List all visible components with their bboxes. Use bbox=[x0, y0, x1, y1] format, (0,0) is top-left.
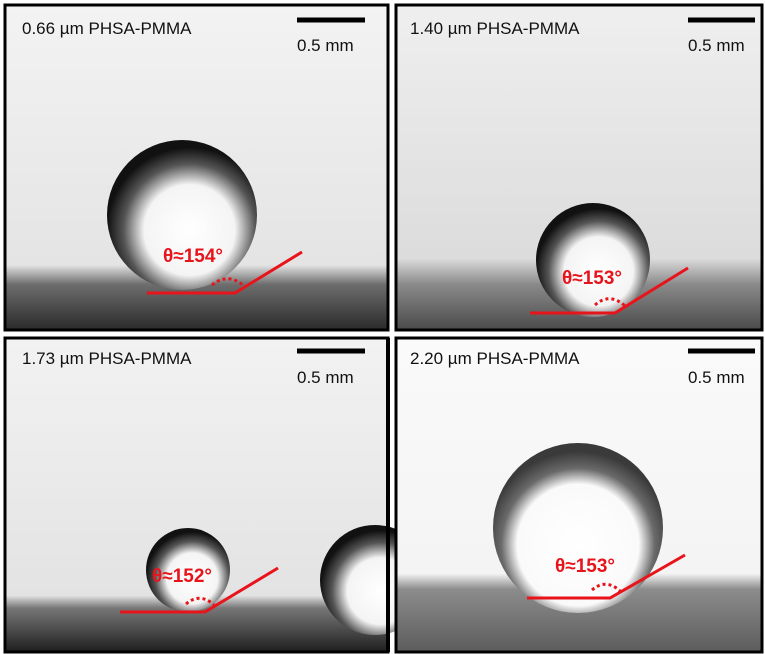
scale-label: 0.5 mm bbox=[297, 36, 354, 55]
angle-label: θ≈153° bbox=[555, 556, 615, 577]
droplet bbox=[536, 203, 650, 317]
scale-label: 0.5 mm bbox=[688, 36, 745, 55]
figure: 0.66 µm PHSA-PMMA 0.5 mm θ≈154° 1.40 µm … bbox=[0, 0, 765, 654]
panel: 0.66 µm PHSA-PMMA 0.5 mm θ≈154° bbox=[5, 5, 388, 330]
droplet bbox=[107, 140, 257, 290]
panel-label: 1.40 µm PHSA-PMMA bbox=[410, 19, 580, 38]
angle-label: θ≈152° bbox=[152, 566, 212, 587]
panel-label: 0.66 µm PHSA-PMMA bbox=[22, 19, 192, 38]
panel-label: 1.73 µm PHSA-PMMA bbox=[22, 349, 192, 368]
panel: 1.73 µm PHSA-PMMA 0.5 mm θ≈152° bbox=[5, 338, 430, 652]
scale-label: 0.5 mm bbox=[297, 368, 354, 387]
angle-label: θ≈154° bbox=[163, 246, 223, 267]
panel: 2.20 µm PHSA-PMMA 0.5 mm θ≈153° bbox=[396, 338, 762, 652]
panel: 1.40 µm PHSA-PMMA 0.5 mm θ≈153° bbox=[396, 5, 762, 330]
angle-label: θ≈153° bbox=[562, 268, 622, 289]
panel-label: 2.20 µm PHSA-PMMA bbox=[410, 349, 580, 368]
droplet bbox=[493, 443, 663, 613]
scale-label: 0.5 mm bbox=[688, 368, 745, 387]
